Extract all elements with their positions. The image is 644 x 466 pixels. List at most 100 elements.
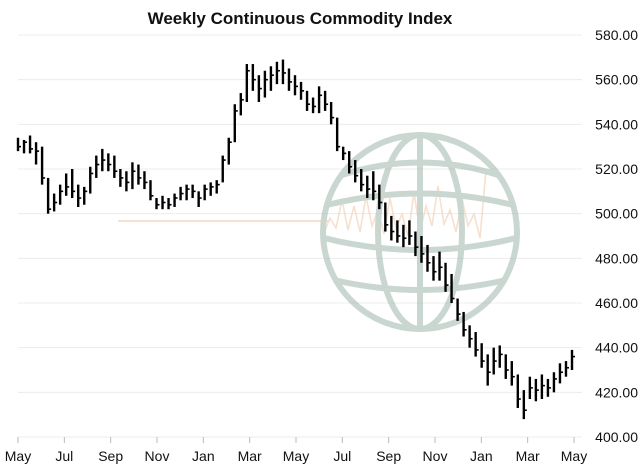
price-bar: [335, 117, 341, 152]
price-bar: [516, 374, 521, 408]
price-bar: [474, 332, 479, 357]
price-bar: [323, 90, 329, 111]
price-bar: [534, 378, 539, 402]
price-bar: [540, 374, 545, 400]
price-bar: [125, 171, 130, 192]
price-bar: [462, 311, 467, 337]
price-bar: [570, 349, 575, 370]
price-bar: [426, 244, 431, 272]
price-bar: [227, 137, 232, 165]
price-bar: [438, 251, 443, 281]
y-tick-label: 420.00: [595, 384, 638, 400]
price-bar: [305, 90, 311, 111]
x-tick-label: Jan: [470, 448, 493, 464]
price-bar: [546, 378, 551, 397]
price-bar: [167, 198, 172, 210]
price-bar: [492, 347, 497, 375]
price-bar: [558, 363, 563, 384]
x-tick-label: May: [5, 448, 31, 464]
price-bar: [468, 325, 473, 348]
price-bar: [456, 298, 461, 321]
price-bar: [408, 220, 413, 245]
globe-watermark-icon: [118, 132, 520, 332]
price-bar: [239, 93, 244, 116]
price-bar: [564, 361, 569, 377]
price-bar: [46, 177, 52, 214]
price-bar: [107, 153, 112, 172]
price-bar: [185, 184, 190, 201]
price-bar: [58, 184, 64, 205]
price-bar: [245, 64, 250, 102]
x-tick-label: Sep: [98, 448, 123, 464]
price-bar: [522, 390, 527, 420]
price-bar: [432, 256, 437, 281]
price-bar: [221, 155, 226, 183]
price-bar: [384, 202, 389, 232]
y-tick-label: 480.00: [595, 250, 638, 266]
price-bar: [191, 184, 196, 199]
price-bar: [293, 75, 298, 96]
x-tick-label: May: [561, 448, 587, 464]
x-axis-ticks: May Jul Sep Nov Jan Mar May Jul Sep Nov Jan Mar May: [5, 437, 587, 464]
y-tick-label: 580.00: [595, 27, 638, 43]
price-bar: [161, 195, 166, 210]
y-tick-label: 540.00: [595, 116, 638, 132]
price-bar: [414, 231, 419, 257]
price-bar: [119, 169, 124, 187]
price-bar: [113, 155, 118, 178]
x-tick-label: Jan: [192, 448, 215, 464]
price-bar: [390, 215, 395, 241]
price-bar: [486, 354, 491, 386]
price-bar: [257, 75, 262, 102]
price-bar: [281, 59, 286, 85]
price-bar: [149, 180, 154, 201]
x-tick-label: Mar: [516, 448, 540, 464]
price-bar: [28, 135, 34, 154]
price-bar: [354, 160, 359, 183]
price-bar: [40, 146, 46, 185]
price-bar: [420, 236, 425, 263]
price-bar: [372, 171, 377, 201]
price-bar: [366, 175, 371, 199]
price-bar: [131, 162, 136, 190]
x-tick-label: Nov: [423, 448, 448, 464]
price-bar: [209, 182, 214, 196]
y-axis-ticks: 580.00 560.00 540.00 520.00 500.00 480.00 460.…: [595, 27, 638, 445]
y-tick-label: 500.00: [595, 206, 638, 222]
price-bar: [34, 142, 40, 165]
grid: [18, 34, 582, 438]
x-tick-label: Mar: [238, 448, 262, 464]
price-bar: [95, 155, 100, 178]
price-bar: [444, 262, 449, 292]
x-tick-label: Sep: [376, 448, 401, 464]
price-bar: [179, 186, 184, 201]
price-bar: [173, 193, 178, 207]
price-bar: [22, 139, 28, 154]
price-bar: [504, 354, 509, 379]
price-bar: [275, 61, 280, 85]
price-bar: [137, 164, 142, 185]
price-bar: [77, 184, 82, 207]
price-bar: [402, 224, 407, 248]
price-bar: [197, 191, 202, 207]
price-bar: [317, 86, 323, 114]
price-bar: [64, 173, 70, 196]
price-bar: [89, 166, 94, 194]
price-bar: [528, 376, 533, 400]
x-tick-label: Jul: [55, 448, 73, 464]
price-bar: [378, 184, 383, 210]
price-bar: [299, 81, 305, 100]
price-bar: [269, 66, 274, 91]
x-tick-label: May: [283, 448, 309, 464]
price-bar: [203, 184, 208, 201]
price-bar: [251, 64, 256, 91]
price-bar: [16, 137, 21, 152]
chart-title: Weekly Continuous Commodity Index: [148, 9, 453, 28]
price-bar: [498, 345, 503, 368]
x-tick-label: Nov: [145, 448, 170, 464]
price-bar: [396, 220, 401, 243]
price-bar: [450, 273, 455, 303]
price-bar: [347, 151, 353, 174]
price-bars: [16, 59, 575, 420]
